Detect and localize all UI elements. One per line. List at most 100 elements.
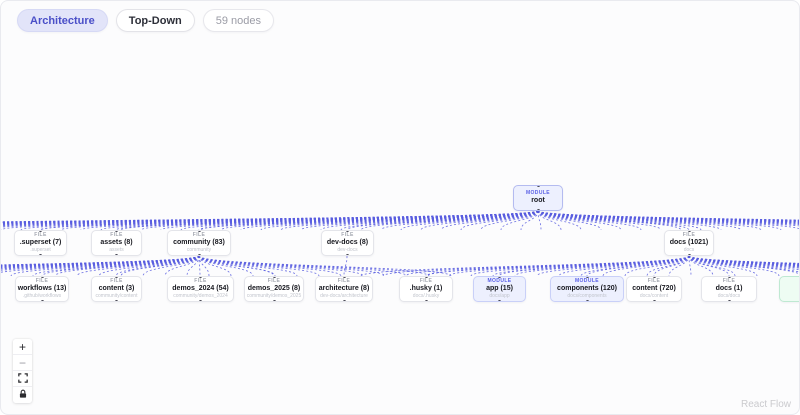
node-name: assets (8) xyxy=(100,239,133,246)
fit-view-icon xyxy=(17,372,28,385)
node-type-label: FILE xyxy=(35,278,49,284)
node-name: content (720) xyxy=(632,285,676,292)
node-type-label: FILE xyxy=(194,278,207,284)
edge xyxy=(360,210,539,231)
node-handle xyxy=(346,254,349,255)
edge xyxy=(198,255,275,277)
graph-node-assets[interactable]: FILE assets (8) assets xyxy=(91,230,142,256)
graph-node-app[interactable]: MODULE app (15) docs/app xyxy=(473,276,526,302)
node-handle xyxy=(727,300,731,301)
edge xyxy=(32,255,200,277)
graph-node-architecture[interactable]: FILE architecture (8) dev-docs/architectur… xyxy=(315,276,373,302)
graph-node-partial-green[interactable] xyxy=(779,276,799,302)
graph-node-dev-docs[interactable]: FILE dev-docs (8) dev-docs xyxy=(321,230,374,256)
edge xyxy=(558,255,690,277)
node-type-label: FILE xyxy=(341,232,354,238)
edge xyxy=(343,255,348,277)
edge xyxy=(380,210,539,231)
edge xyxy=(480,210,539,231)
node-handle xyxy=(39,254,42,255)
graph-node-components[interactable]: MODULE components (120) docs/components xyxy=(550,276,624,302)
edge xyxy=(300,210,539,231)
node-handle xyxy=(536,209,540,210)
node-name: dev-docs (8) xyxy=(326,239,369,246)
node-handle xyxy=(652,300,656,301)
zoom-out-button[interactable]: − xyxy=(13,355,32,371)
node-type-label: FILE xyxy=(722,278,736,284)
graph-node-superset[interactable]: FILE .superset (7) .superset xyxy=(14,230,67,256)
layout-top-down-button[interactable]: Top-Down xyxy=(115,9,195,32)
edge xyxy=(688,255,714,277)
graph-node-workflows[interactable]: FILE workflows (13) .github/workflows xyxy=(15,276,69,302)
edge xyxy=(198,255,254,277)
node-handle xyxy=(197,254,201,255)
node-name: community (83) xyxy=(173,239,225,246)
edge xyxy=(98,255,200,277)
lock-button[interactable] xyxy=(13,387,32,403)
edge xyxy=(624,255,690,277)
node-path: community/demos_2024 xyxy=(173,293,228,299)
node-handle xyxy=(40,300,44,301)
node-path: community/content xyxy=(95,293,138,299)
node-type-label: FILE xyxy=(110,232,123,238)
node-handle xyxy=(585,300,589,301)
node-name: root xyxy=(531,197,545,204)
zoom-in-button[interactable]: + xyxy=(13,339,32,355)
graph-node-community[interactable]: FILE community (83) community xyxy=(167,230,231,256)
node-type-label: MODULE xyxy=(574,278,600,284)
node-handle xyxy=(199,300,202,301)
edge xyxy=(536,255,690,277)
graph-node-docs[interactable]: FILE docs (1021) docs xyxy=(664,230,714,256)
node-type-label: FILE xyxy=(337,278,351,284)
node-handle xyxy=(424,300,428,301)
edge xyxy=(688,255,799,267)
node-name: demos_2024 (54) xyxy=(172,285,229,292)
edge xyxy=(688,255,799,271)
fit-view-button[interactable] xyxy=(13,371,32,387)
node-name: .husky (1) xyxy=(409,285,443,292)
node-handle xyxy=(115,300,118,301)
node-name: .superset (7) xyxy=(19,239,62,246)
node-handle xyxy=(115,231,118,232)
node-type-label: FILE xyxy=(682,232,696,238)
edge xyxy=(186,255,200,277)
node-path: community xyxy=(186,247,212,253)
edge xyxy=(500,210,539,231)
node-path: docs xyxy=(683,247,695,253)
edge xyxy=(198,255,276,277)
node-path: docs/app xyxy=(489,293,510,299)
react-flow-attribution[interactable]: React Flow xyxy=(740,399,791,410)
node-path: docs/.husky xyxy=(412,293,440,299)
graph-node-demos-2024[interactable]: FILE demos_2024 (54) community/demos_2024 xyxy=(167,276,234,302)
architecture-tab[interactable]: Architecture xyxy=(17,9,108,32)
node-handle xyxy=(342,277,346,278)
graph-node-content-720[interactable]: FILE content (720) docs/content xyxy=(626,276,682,302)
edge xyxy=(460,210,539,231)
node-name: workflows (13) xyxy=(17,285,67,292)
lock-icon xyxy=(18,389,28,401)
graph-node-husky[interactable]: FILE .husky (1) docs/.husky xyxy=(399,276,453,302)
edge xyxy=(420,210,539,231)
graph-node-docs-1[interactable]: FILE docs (1) docs/docs xyxy=(701,276,757,302)
node-handle xyxy=(272,300,276,301)
graph-node-demos-2025[interactable]: FILE demos_2025 (8) community/demos_2025 xyxy=(244,276,304,302)
edge xyxy=(688,255,692,277)
node-path: assets xyxy=(109,247,124,253)
node-type-label: MODULE xyxy=(525,190,551,196)
node-path: .superset xyxy=(30,247,51,253)
node-type-label: FILE xyxy=(34,232,47,238)
graph-node-content-3[interactable]: FILE content (3) community/content xyxy=(91,276,142,302)
node-handle xyxy=(115,277,118,278)
node-name: demos_2025 (8) xyxy=(247,285,301,292)
node-type-label: FILE xyxy=(267,278,281,284)
node-path: .github/workflows xyxy=(22,293,62,299)
graph-node-root[interactable]: MODULE root xyxy=(513,185,563,211)
node-name: docs (1021) xyxy=(669,239,709,246)
edge xyxy=(198,255,201,277)
node-path: docs/docs xyxy=(717,293,741,299)
node-type-label: FILE xyxy=(110,278,123,284)
